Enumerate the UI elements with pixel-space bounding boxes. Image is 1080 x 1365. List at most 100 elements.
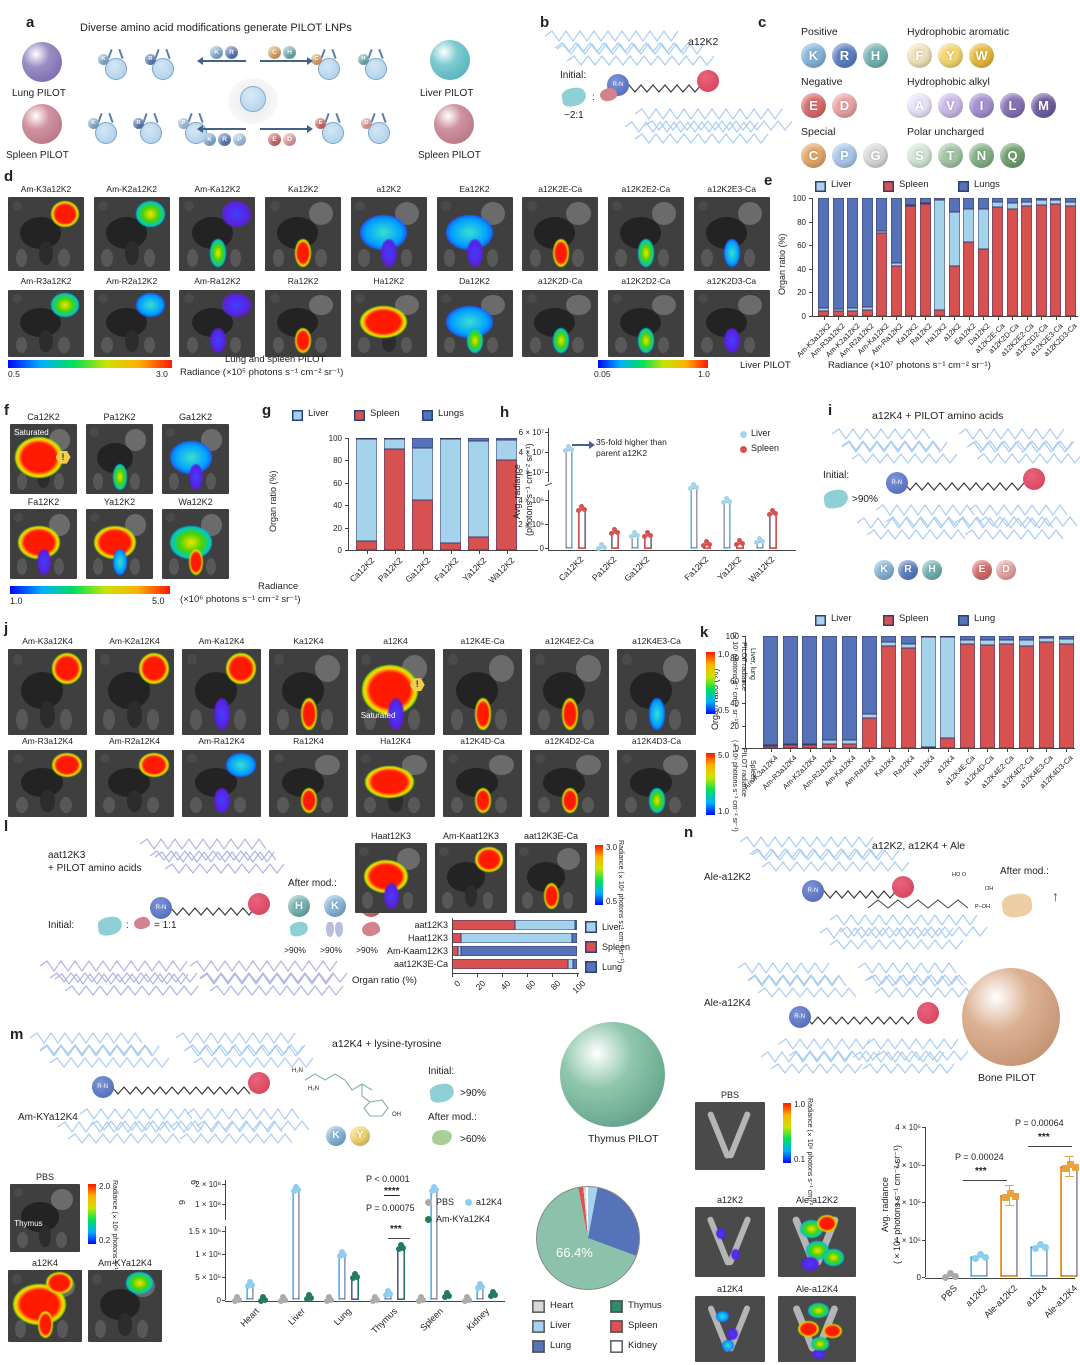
legend-swatch-lung [532, 1340, 545, 1353]
m-after-pct: >60% [460, 1134, 486, 1145]
organ-kidney [482, 892, 494, 909]
amino-acid-F: F [907, 43, 932, 68]
legend-swatch-spleen [883, 181, 894, 192]
h-dot-spleen [612, 527, 617, 533]
lipid-chain [760, 1050, 863, 1074]
colorbar-max: 1.0 [698, 369, 710, 379]
organ-kidney [186, 336, 199, 353]
organ-scan-Ga12K2 [162, 424, 229, 494]
heat-blob [817, 1215, 838, 1233]
liver-pilot-label: Liver PILOT [420, 88, 474, 99]
organ-heart [612, 201, 623, 212]
r2-circle [697, 70, 719, 92]
colorbar-max: 3.0 [156, 369, 168, 379]
m-dot-PBS [328, 1297, 334, 1304]
aa-group-name: Positive [801, 26, 838, 38]
m-after-label: After mod.: [428, 1112, 477, 1123]
bar-Am-Ra12K2-liver [890, 262, 902, 267]
organ-kidney [615, 336, 627, 353]
amino-acid-R: R [218, 133, 231, 146]
amino-acid-K: K [210, 46, 223, 59]
amino-acid-R: R [225, 46, 238, 59]
m-dot-a12K4 [475, 1285, 481, 1292]
h-bar-liver [723, 501, 731, 549]
bar-Am-R3a12K2-spleen [832, 311, 844, 316]
l-bar-Haat12K3-lungs [572, 933, 577, 943]
scan-label: Da12K2 [459, 276, 490, 286]
l-bar-aat12K3E-Ca-liver [568, 959, 574, 969]
r1-amine-circle: R-N [150, 897, 172, 919]
scan-label: a12K4E-Ca [460, 636, 505, 646]
lysine-tyrosine-structure [304, 1073, 389, 1117]
n-up-arrow: ↑ [1052, 888, 1059, 904]
peptide-backbone [105, 1086, 251, 1095]
amino-acid-K: K [203, 133, 216, 146]
organ-kidney [189, 796, 202, 813]
scan-label: PBS [720, 1090, 739, 1100]
scan-label: a12K2E3-Ca [707, 184, 756, 194]
organ-scan-a12K4: Saturated! [356, 649, 435, 735]
bar-a12K2D2-Ca-lungs [1035, 198, 1047, 201]
bar-a12K2D-Ca-liver [1006, 202, 1018, 209]
colorbar-l [595, 845, 603, 905]
r1-amine-circle: R-N [91, 1076, 114, 1098]
m-title: a12K4 + lysine-tyrosine [332, 1038, 442, 1050]
y-tick [809, 268, 812, 270]
organ-spleen [124, 241, 139, 266]
organ-heart [519, 847, 529, 857]
n-err-cap [1065, 1175, 1074, 1177]
scan-label: a12K2E2-Ca [621, 184, 671, 194]
m-initial-pct: >90% [460, 1088, 486, 1099]
organ-lungs [488, 655, 515, 682]
bar-a12K4D-Ca-lungs [979, 636, 995, 641]
colorbar-min: 0.5 [8, 369, 20, 379]
organ-kidney [15, 1320, 27, 1338]
bar-Am-Ka12K2-lungs [876, 198, 887, 232]
l-bar-aat12K3E-Ca-lungs [573, 959, 577, 969]
bar-a12K2E3-Ca-lungs [1050, 198, 1061, 201]
bone-shape [726, 1110, 752, 1160]
organ-scan-a12K2 [695, 1207, 765, 1277]
organ-kidney [624, 709, 637, 730]
organ-heart [14, 428, 23, 438]
h-annotation-1: 35-fold higher than [596, 437, 667, 447]
organ-scan-a12K4E3-Ca [617, 649, 696, 735]
colorbar-bottom: 0.2 [99, 1236, 111, 1245]
y-tick [345, 550, 348, 551]
heat-blob-spleen-red [474, 788, 492, 813]
organ-kidney [572, 248, 584, 267]
bar-Ha12K4-liver [920, 637, 936, 747]
b-structure-name: a12K2 [688, 36, 719, 48]
bar-Am-R2a12K4-liver [822, 740, 838, 744]
ho-label: HO O [952, 872, 967, 878]
h-dot-spleen [707, 542, 712, 548]
organ-scan-Haat12K3 [355, 843, 427, 913]
organ-scan-Wa12K2 [162, 509, 229, 579]
colorbar-spleen [706, 753, 715, 815]
b-ratio: ~2:1 [564, 110, 584, 121]
x-tick [829, 749, 831, 752]
heat-blob-lung-cyan [136, 293, 166, 318]
y-tick-label: 60 [730, 676, 739, 686]
heat-blob-spleen-red [188, 548, 203, 575]
lipid-chain [841, 440, 958, 464]
organ-kidney [229, 336, 241, 353]
colorbar-top: 3.0 [606, 843, 618, 852]
colorbar-n [783, 1103, 791, 1163]
h-dot-spleen [701, 543, 706, 549]
amino-acid-C: C [801, 143, 826, 168]
organ-kidney [56, 1231, 67, 1248]
panel-letter-m: m [10, 1026, 24, 1043]
organ-scan-a12K2D3-Ca [693, 290, 770, 357]
m-dot-a12K4 [387, 1291, 393, 1298]
scan-label: Ya12K2 [103, 497, 136, 507]
legend-label: Liver [831, 613, 852, 624]
legend-swatch-spleen [354, 410, 365, 421]
h-dot-liver [596, 546, 601, 552]
colorbar-m [88, 1184, 96, 1244]
y-tick [809, 198, 812, 199]
amino-acid-D: D [361, 118, 372, 129]
y-tick [345, 482, 348, 484]
liver-icon [560, 86, 588, 108]
amino-acid-E: E [268, 133, 281, 146]
